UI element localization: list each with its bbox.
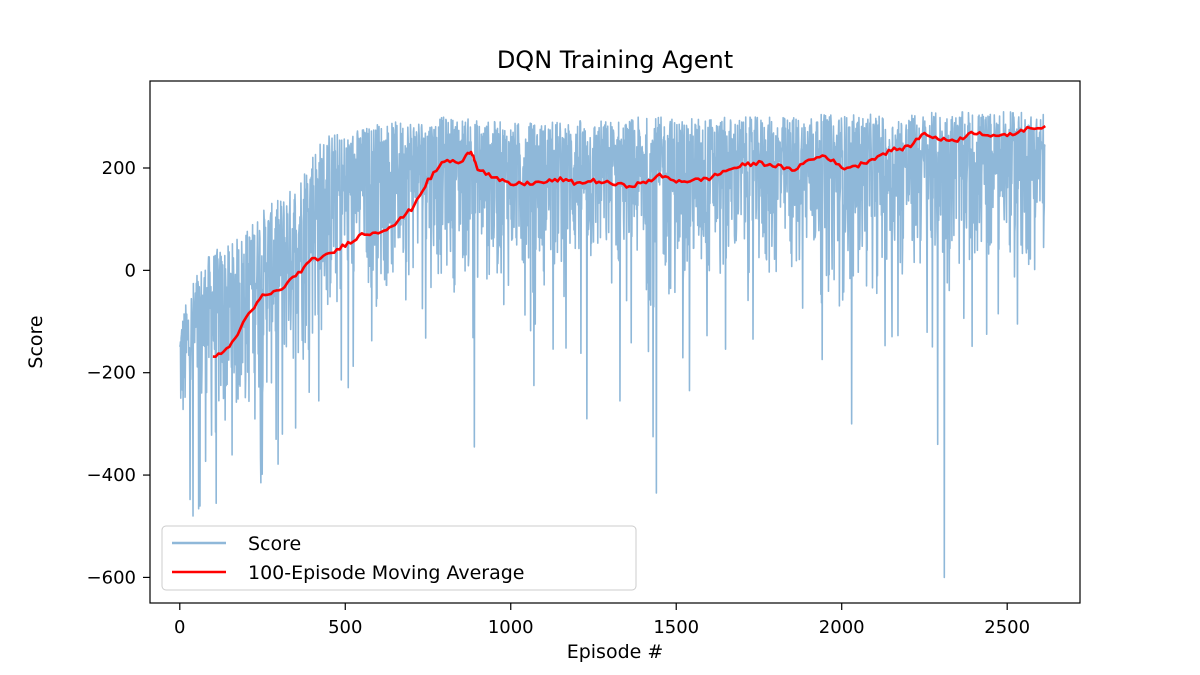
x-tick-label: 2000 <box>819 617 865 638</box>
y-tick-label: 0 <box>125 260 136 281</box>
y-axis-label: Score <box>25 315 47 368</box>
y-tick-label: 200 <box>102 158 136 179</box>
legend-moving-average-label: 100-Episode Moving Average <box>248 562 524 584</box>
plot-frame <box>149 80 1081 604</box>
legend-box <box>161 525 637 591</box>
chart-title: DQN Training Agent <box>497 46 733 74</box>
x-tick-label: 0 <box>174 617 185 638</box>
x-tick-label: 1000 <box>488 617 534 638</box>
x-tick-label: 2500 <box>984 617 1030 638</box>
y-axis: −600 −400 −200 0 200 <box>87 158 150 588</box>
moving-average-series <box>212 124 1046 358</box>
y-tick-label: −200 <box>87 363 136 384</box>
moving-average-line <box>212 124 1046 358</box>
x-tick-label: 500 <box>328 617 362 638</box>
legend-score-label: Score <box>248 533 301 555</box>
score-line <box>179 111 1046 579</box>
x-axis-label: Episode # <box>567 641 664 663</box>
y-tick-label: −600 <box>87 567 136 588</box>
x-tick-label: 1500 <box>653 617 699 638</box>
score-series <box>179 111 1046 579</box>
x-axis: 0 500 1000 1500 2000 2500 <box>174 603 1030 638</box>
y-tick-label: −400 <box>87 465 136 486</box>
legend: Score 100-Episode Moving Average <box>161 525 637 591</box>
